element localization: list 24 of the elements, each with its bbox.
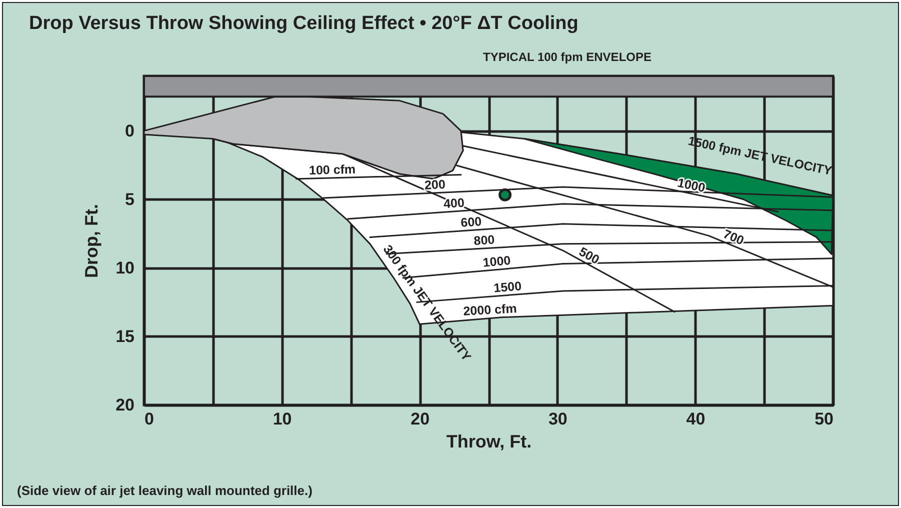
text: TYPICAL 100 fpm ENVELOPE xyxy=(483,50,652,64)
x-tick-label: 10 xyxy=(272,410,292,428)
y-axis-title: Drop, Ft. xyxy=(82,204,102,278)
x-tick-label: 30 xyxy=(548,410,568,428)
text: 500 xyxy=(576,244,602,267)
chart-title: Drop Versus Throw Showing Ceiling Effect • 20°F ΔT Cooling xyxy=(29,13,578,35)
series-label: 1500 xyxy=(493,279,522,296)
text: (Side view of air jet leaving wall mounted grille.) xyxy=(17,483,312,498)
x-tick-label: 40 xyxy=(686,410,706,428)
x-axis-title: Throw, Ft. xyxy=(446,432,532,452)
y-tick-label: 15 xyxy=(116,326,134,346)
series-label: 600 xyxy=(460,214,482,230)
text: 1000 xyxy=(482,253,512,270)
series-label: 100 cfm xyxy=(308,162,356,178)
text: 700 xyxy=(721,226,746,248)
y-tick-label: 0 xyxy=(125,121,134,140)
y-tick-label: 5 xyxy=(125,190,134,209)
series-label: 200 xyxy=(424,177,446,192)
x-tick-label: 20 xyxy=(410,410,430,428)
x-tick-label: 0 xyxy=(144,410,154,428)
series-label: 800 xyxy=(473,232,496,248)
y-tick-label: 20 xyxy=(116,396,134,414)
x-tick-label: 50 xyxy=(814,410,834,428)
y-tick-label: 10 xyxy=(116,258,134,278)
